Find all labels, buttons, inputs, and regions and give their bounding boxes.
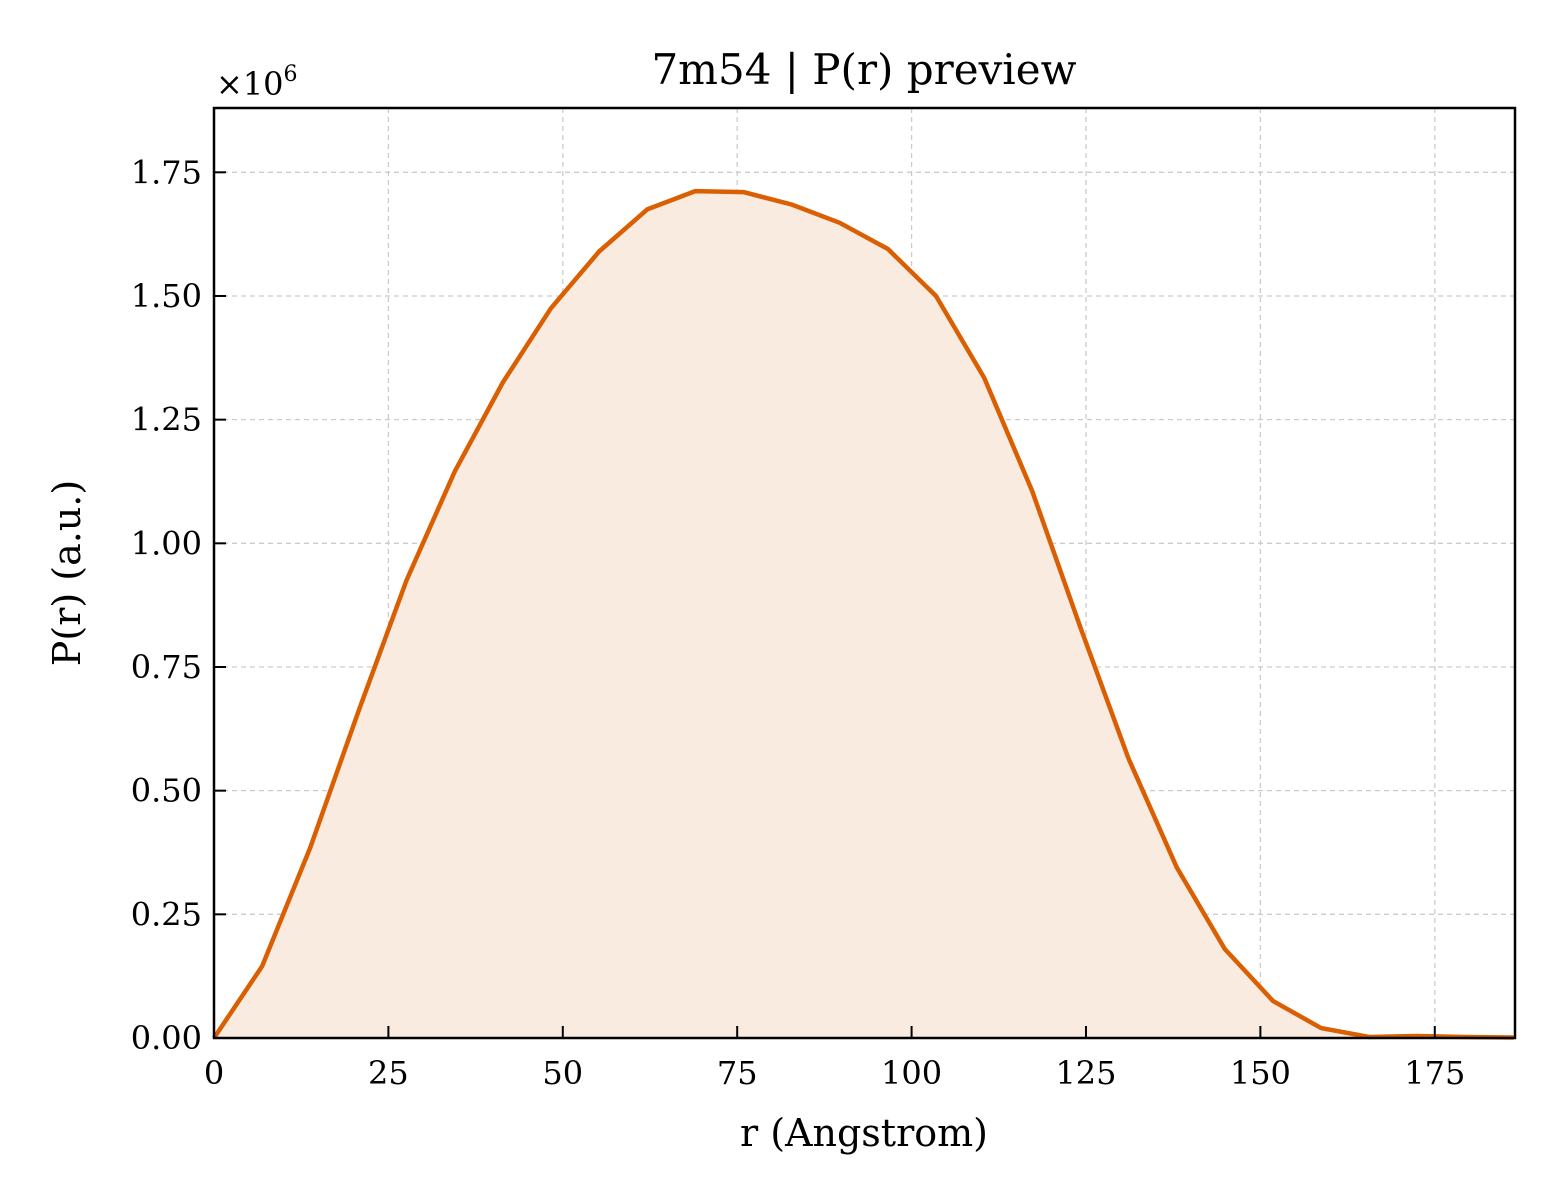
y-axis-ticks: 0.00 0.25 0.50 0.75 1.00 1.25 1.50 1.75 [131,153,226,1057]
y-tick-label: 1.75 [131,153,202,191]
y-tick-label: 1.00 [131,524,202,562]
x-tick-label: 50 [542,1054,583,1092]
y-tick-label: 1.25 [131,401,202,439]
y-scale-exponent: 6 [284,62,298,87]
x-tick-label: 100 [881,1054,942,1092]
series-line [212,188,1514,1040]
y-axis-label: P(r) (a.u.) [45,480,89,666]
x-tick-label: 175 [1404,1054,1465,1092]
y-tick-label: 0.75 [131,648,202,686]
y-scale-base: ×10 [216,65,284,103]
x-tick-label: 0 [204,1054,224,1092]
y-tick-label: 0.25 [131,895,202,933]
x-axis-ticks: 0 25 50 75 100 125 150 175 [204,1026,1465,1092]
chart-title: 7m54 | P(r) preview [651,45,1076,94]
y-scale-multiplier: ×106 [216,62,298,103]
plot-frame [212,106,1517,1040]
x-tick-label: 125 [1055,1054,1116,1092]
y-tick-label: 1.50 [131,277,202,315]
area-fill [214,191,1514,1039]
y-tick-label: 0.50 [131,772,202,810]
x-tick-label: 150 [1230,1054,1291,1092]
y-tick-label: 0.00 [131,1019,202,1057]
x-tick-label: 75 [717,1054,758,1092]
x-axis-label: r (Angstrom) [740,1111,988,1155]
x-tick-label: 25 [368,1054,409,1092]
